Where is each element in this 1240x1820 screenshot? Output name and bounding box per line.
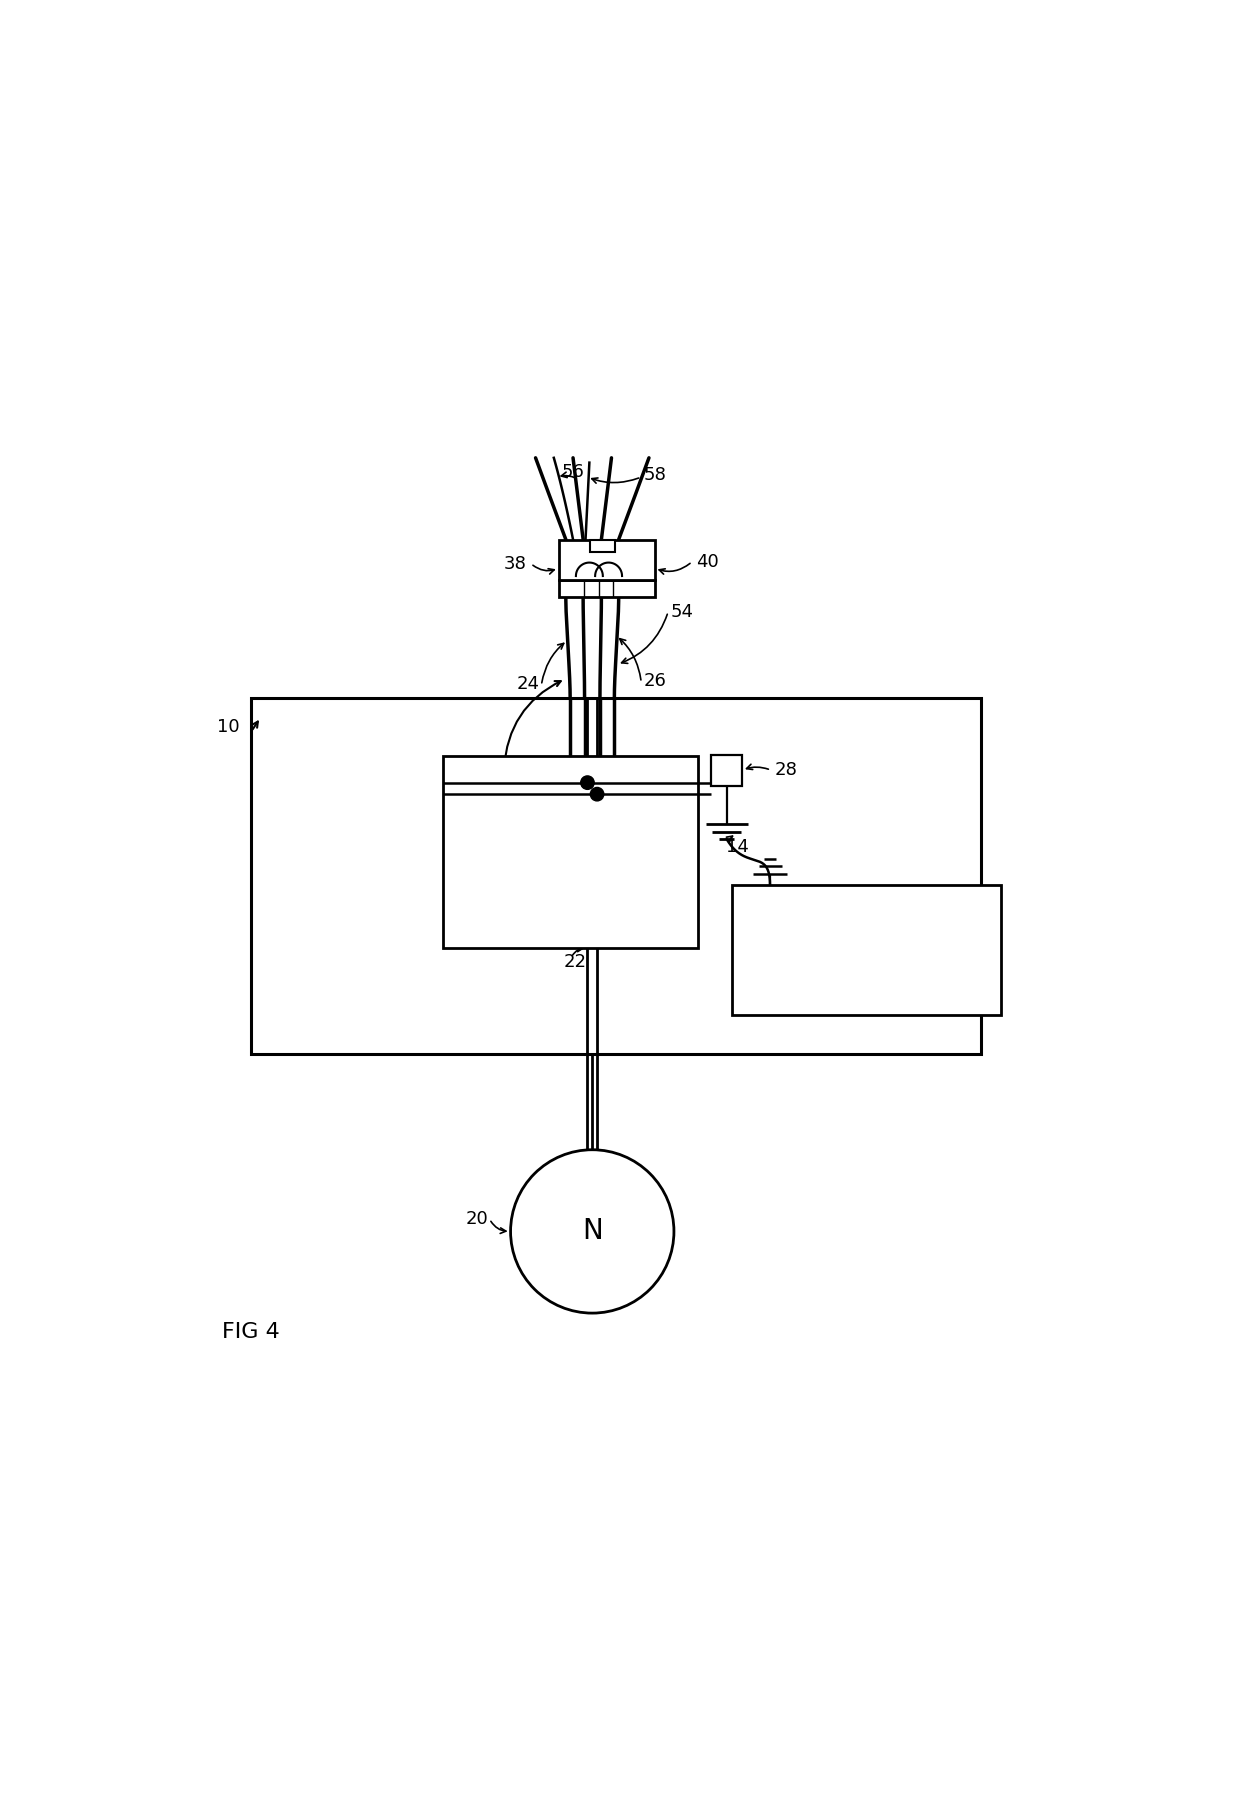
Bar <box>250 699 982 1054</box>
Circle shape <box>590 788 604 801</box>
Text: 22: 22 <box>563 954 587 972</box>
Text: 26: 26 <box>644 672 666 690</box>
Bar <box>558 581 655 597</box>
Bar <box>732 886 1001 1016</box>
Text: 10: 10 <box>217 717 239 735</box>
Bar <box>558 539 655 581</box>
Circle shape <box>511 1150 675 1312</box>
Circle shape <box>580 775 594 790</box>
Text: 38: 38 <box>503 555 527 573</box>
Bar <box>444 755 698 948</box>
Text: 56: 56 <box>562 464 584 480</box>
Bar <box>712 755 743 786</box>
Text: 40: 40 <box>696 553 719 571</box>
Text: FIG 4: FIG 4 <box>222 1323 280 1343</box>
Bar <box>590 539 615 551</box>
Text: 18: 18 <box>475 759 498 777</box>
Text: 14: 14 <box>725 837 749 855</box>
Text: 54: 54 <box>670 602 693 621</box>
Text: N: N <box>582 1218 603 1245</box>
Text: 24: 24 <box>516 675 539 693</box>
Text: 16: 16 <box>895 906 918 925</box>
Text: 20: 20 <box>465 1210 489 1228</box>
Text: 58: 58 <box>644 466 666 484</box>
Text: 28: 28 <box>775 761 797 779</box>
